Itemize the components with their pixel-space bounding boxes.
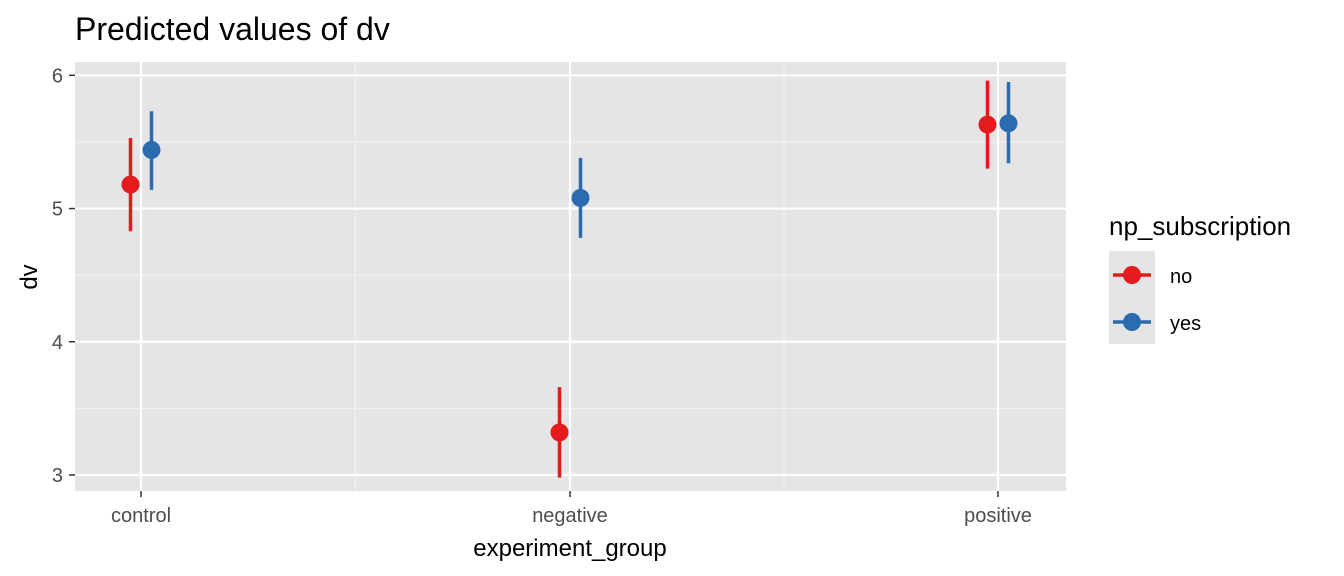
point-no-positive [978,115,997,134]
legend-title: np_subscription [1109,211,1291,241]
y-tick-label: 5 [52,199,63,221]
x-axis: control negative positive [111,491,1032,527]
legend-key-point-yes [1123,313,1141,331]
point-yes-control [142,140,161,159]
legend-key-point-no [1123,266,1141,284]
x-tick-label: control [111,505,171,527]
chart-title: Predicted values of dv [75,11,390,47]
x-tick-label: positive [964,505,1032,527]
x-axis-title: experiment_group [473,535,666,562]
y-tick-label: 6 [52,65,63,87]
point-yes-negative [571,188,590,207]
x-tick-label: negative [532,505,608,527]
series-layer [121,80,1018,478]
point-no-negative [550,423,569,442]
point-no-control [121,175,140,194]
legend-label-no: no [1170,266,1192,288]
y-tick-label: 4 [52,332,63,354]
y-axis-title: dv [16,264,43,289]
legend: np_subscription no yes [1109,211,1291,344]
grid-major [75,62,1066,491]
y-axis: 3 4 5 6 [52,65,75,487]
point-yes-positive [999,114,1018,133]
legend-label-yes: yes [1170,313,1201,335]
y-tick-label: 3 [52,465,63,487]
